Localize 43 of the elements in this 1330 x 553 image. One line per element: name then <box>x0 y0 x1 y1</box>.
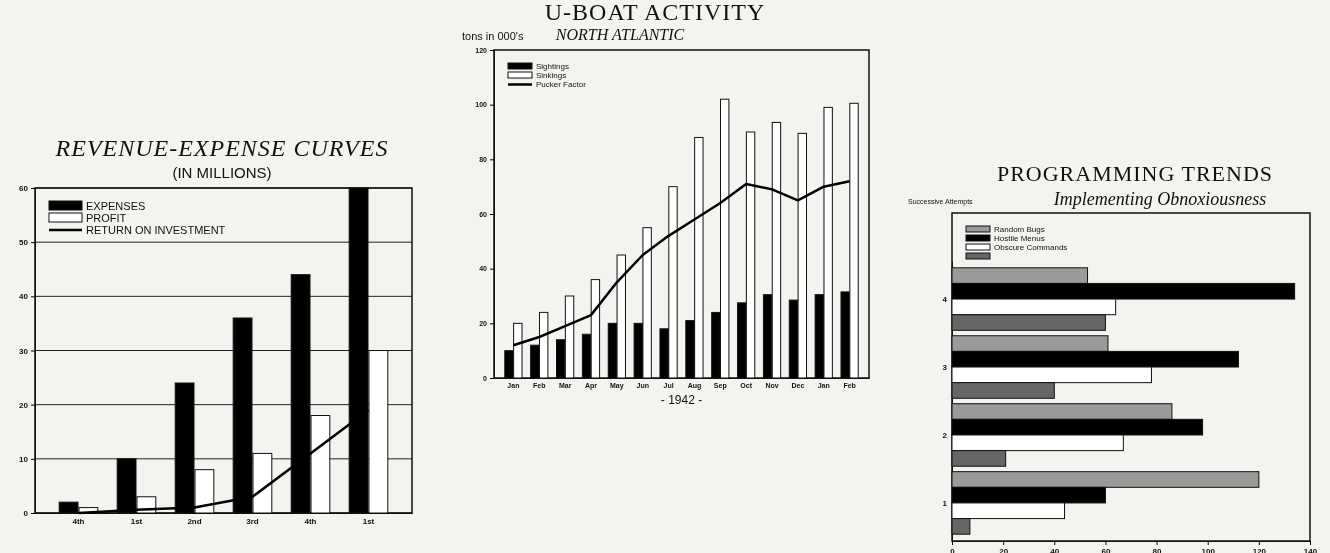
x-tick-label: 0 <box>950 546 956 553</box>
y-axis-title: tons in 000's <box>462 30 524 42</box>
y-tick-label: 20 <box>19 400 29 410</box>
x-tick-label: 4th <box>304 516 317 526</box>
x-tick-label: 2nd <box>187 516 202 526</box>
x-tick-label: 80 <box>1152 546 1163 553</box>
y-tick-label: 50 <box>19 238 29 248</box>
chart-title: U-BOAT ACTIVITY <box>544 0 766 25</box>
x-tick-label: 100 <box>1201 546 1216 553</box>
y-tick-label: 30 <box>19 346 29 356</box>
y-tick-label: 60 <box>19 184 29 194</box>
legend-label: Hostile Menus <box>994 234 1045 243</box>
line-series <box>512 179 851 347</box>
y-tick-label: 2 <box>942 430 948 440</box>
chart-title: PROGRAMMING TRENDS <box>996 161 1274 186</box>
x-tick-label: 4th <box>72 516 85 526</box>
x-tick-label: 40 <box>1050 546 1060 553</box>
x-tick-label: 60 <box>1101 546 1111 553</box>
legend-label: Sinkings <box>536 71 567 80</box>
legend-label: Random Bugs <box>994 225 1045 234</box>
x-tick-label: 20 <box>999 546 1009 553</box>
y-tick-label: 4 <box>942 294 948 304</box>
y-tick-label: 0 <box>23 509 29 519</box>
legend-label: Obscure Commands <box>994 243 1068 252</box>
legend-label: RETURN ON INVESTMENT <box>86 224 226 236</box>
x-tick-label: 3rd <box>246 516 259 526</box>
legend-label: Pucker Factor <box>536 80 587 89</box>
chart-subtitle: Implementing Obnoxiousness <box>1052 189 1267 209</box>
legend-label: EXPENSES <box>86 200 146 212</box>
y-tick-label: 10 <box>19 454 29 464</box>
x-tick-label: 120 <box>1252 546 1267 553</box>
chart-subtitle: (IN MILLIONS) <box>172 164 272 181</box>
legend-label: PROFIT <box>86 212 127 224</box>
x-tick-label: 1st <box>362 516 375 526</box>
x-tick-label: 140 <box>1303 546 1318 553</box>
x-tick-label: 1st <box>130 516 143 526</box>
chart-subtitle: NORTH ATLANTIC <box>554 26 685 43</box>
x-axis-title: - 1942 - <box>660 393 703 407</box>
chart-title: REVENUE-EXPENSE CURVES <box>54 135 389 161</box>
y-tick-label: 3 <box>942 362 948 372</box>
y-tick-label: 1 <box>942 498 948 508</box>
y-tick-label: 40 <box>19 292 29 302</box>
legend-label: Sightings <box>536 62 569 71</box>
